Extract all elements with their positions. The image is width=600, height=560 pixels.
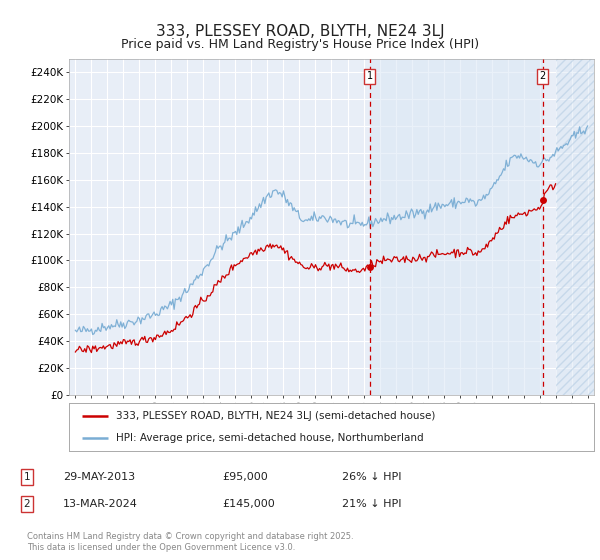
Text: Price paid vs. HM Land Registry's House Price Index (HPI): Price paid vs. HM Land Registry's House … — [121, 38, 479, 51]
Text: 29-MAY-2013: 29-MAY-2013 — [63, 472, 135, 482]
Text: 333, PLESSEY ROAD, BLYTH, NE24 3LJ (semi-detached house): 333, PLESSEY ROAD, BLYTH, NE24 3LJ (semi… — [116, 411, 436, 421]
Text: 1: 1 — [367, 71, 373, 81]
Text: HPI: Average price, semi-detached house, Northumberland: HPI: Average price, semi-detached house,… — [116, 433, 424, 443]
Bar — [370, 59, 543, 395]
Text: £95,000: £95,000 — [222, 472, 268, 482]
Text: £145,000: £145,000 — [222, 499, 275, 509]
Text: 13-MAR-2024: 13-MAR-2024 — [63, 499, 138, 509]
Text: 2: 2 — [539, 71, 546, 81]
Bar — [556, 59, 594, 395]
Text: 2: 2 — [23, 499, 31, 509]
Text: 1: 1 — [23, 472, 31, 482]
Text: 333, PLESSEY ROAD, BLYTH, NE24 3LJ: 333, PLESSEY ROAD, BLYTH, NE24 3LJ — [155, 24, 445, 39]
Text: 21% ↓ HPI: 21% ↓ HPI — [342, 499, 401, 509]
Text: Contains HM Land Registry data © Crown copyright and database right 2025.
This d: Contains HM Land Registry data © Crown c… — [27, 531, 353, 553]
Text: 26% ↓ HPI: 26% ↓ HPI — [342, 472, 401, 482]
